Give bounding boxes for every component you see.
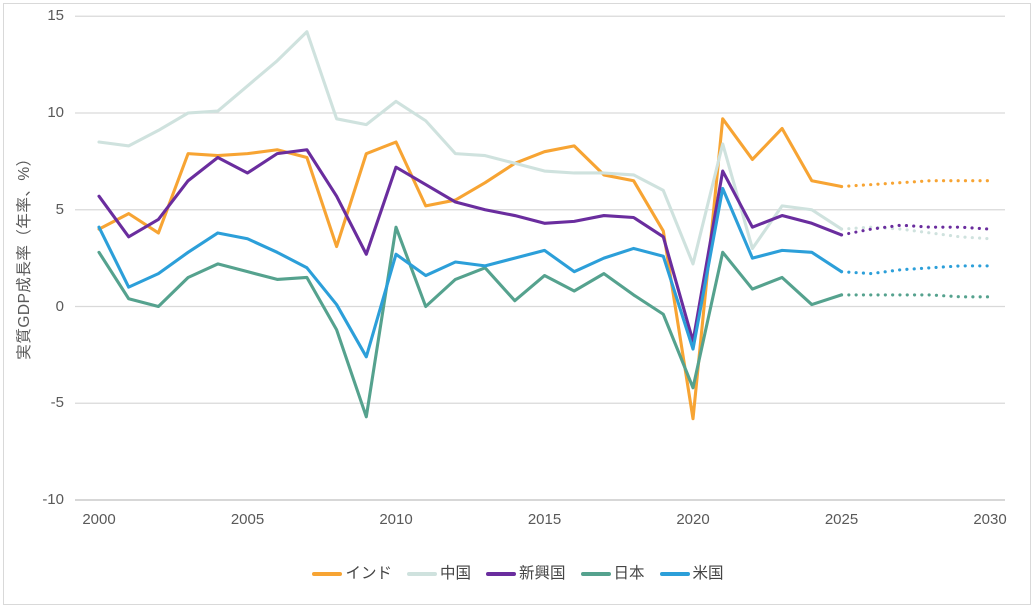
legend-item-china: 中国 (406, 564, 471, 584)
legend-swatch-us (659, 572, 690, 576)
x-tick-label: 2025 (824, 511, 859, 528)
legend: インド 中国 新興国 日本 米国 (0, 564, 1036, 584)
legend-item-japan: 日本 (580, 564, 645, 584)
y-tick-label: 5 (55, 200, 64, 218)
y-tick-label: -10 (42, 491, 64, 508)
chart-frame-border (3, 3, 1031, 605)
series-forecast-dots-china (839, 225, 992, 241)
legend-swatch-japan (580, 572, 611, 576)
legend-label-china: 中国 (439, 565, 471, 582)
y-tick-label: 10 (47, 104, 64, 121)
gridlines (75, 15, 1005, 501)
legend-swatch-china (406, 572, 437, 576)
legend-label-japan: 日本 (613, 565, 645, 582)
x-tick-label: 2020 (676, 511, 710, 528)
series-line-us (97, 186, 844, 359)
y-tick-label: 15 (47, 7, 64, 25)
y-axis-title: 実質GDP成長率（年率、%） (16, 150, 33, 360)
series-forecast-dots-us (839, 264, 992, 276)
series-line-emerging (97, 148, 844, 343)
x-tick-label: 2010 (379, 511, 413, 528)
series-forecast-dots-emerging (839, 223, 992, 237)
legend-label-emerging: 新興国 (518, 565, 566, 582)
x-tick-label: 2000 (82, 511, 116, 528)
legend-swatch-india (312, 572, 343, 576)
series-forecast-dots-india (839, 179, 992, 189)
legend-item-india: インド (312, 564, 392, 584)
series-lines (97, 30, 992, 421)
y-tick-label: -5 (50, 394, 64, 412)
x-tick-label: 2015 (527, 511, 562, 528)
legend-label-india: インド (345, 565, 392, 582)
legend-swatch-emerging (485, 572, 516, 576)
series-line-china (97, 30, 844, 266)
x-tick-label: 2030 (973, 511, 1007, 528)
legend-label-us: 米国 (692, 565, 724, 582)
legend-item-emerging: 新興国 (485, 564, 566, 584)
legend-item-us: 米国 (659, 564, 724, 584)
series-line-japan (97, 225, 844, 419)
x-tick-label: 2005 (230, 511, 265, 528)
y-tick-label: 0 (55, 297, 64, 315)
series-forecast-dots-japan (839, 293, 992, 299)
